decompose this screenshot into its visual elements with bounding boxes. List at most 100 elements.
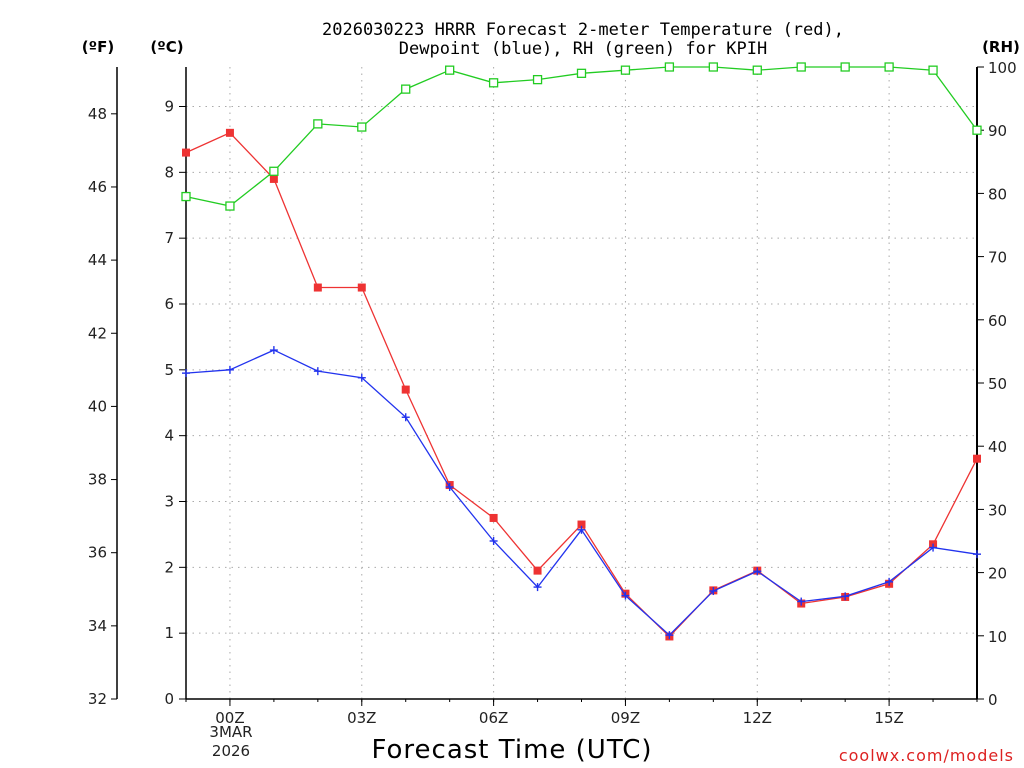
fahrenheit-tick-label: 34 <box>88 617 107 635</box>
celsius-tick-label: 0 <box>164 690 174 708</box>
dewpoint-point <box>401 413 410 422</box>
temperature-point <box>357 283 366 292</box>
dewpoint-point <box>929 543 938 552</box>
fahrenheit-tick-label: 48 <box>88 105 107 123</box>
temperature-point <box>973 454 981 463</box>
temperature-line <box>185 132 978 638</box>
rh-point <box>576 68 587 78</box>
rh-point <box>840 62 850 72</box>
rh-series <box>181 62 982 211</box>
rh-point <box>401 84 411 94</box>
rh-point <box>181 191 191 202</box>
celsius-tick-label: 3 <box>164 493 174 511</box>
rh-tick-label: 90 <box>988 122 1007 140</box>
dewpoint-point <box>841 592 850 601</box>
dewpoint-point <box>313 367 322 376</box>
watermark: coolwx.com/models <box>839 746 1014 765</box>
temperature-series <box>182 128 981 641</box>
dewpoint-point <box>533 583 542 592</box>
temperature-point <box>182 148 190 157</box>
rh-tick-label: 0 <box>988 691 998 709</box>
temperature-point <box>533 566 542 575</box>
rh-point <box>357 122 367 132</box>
rh-point <box>708 62 718 72</box>
rh-point <box>664 62 675 72</box>
dewpoint-point <box>885 577 894 586</box>
rh-point <box>796 62 806 72</box>
temperature-point <box>269 174 278 183</box>
fahrenheit-tick-label: 40 <box>88 397 107 415</box>
dewpoint-line <box>185 349 978 636</box>
temperature-point <box>225 128 234 137</box>
temperature-point <box>401 385 410 394</box>
dewpoint-point <box>797 597 806 606</box>
x-tick-label: 03Z <box>347 709 376 727</box>
dewpoint-point <box>269 346 278 355</box>
dewpoint-point <box>357 373 366 382</box>
x-tick-label: 00Z <box>215 709 244 727</box>
date-label-month: 3MAR <box>209 723 252 741</box>
chart-title-line1: 2026030223 HRRR Forecast 2-meter Tempera… <box>322 20 844 40</box>
fahrenheit-tick-label: 44 <box>88 251 107 269</box>
dewpoint-point <box>225 365 234 374</box>
rh-point <box>972 125 982 135</box>
temperature-point <box>577 520 586 529</box>
dewpoint-point <box>621 591 630 600</box>
dewpoint-point <box>577 525 586 534</box>
rh-point <box>928 65 938 75</box>
rh-tick-label: 80 <box>988 185 1007 203</box>
celsius-tick-label: 2 <box>164 558 174 576</box>
celsius-tick-label: 8 <box>164 163 174 181</box>
dewpoint-point <box>709 587 718 596</box>
rh-point <box>269 166 279 176</box>
dewpoint-series <box>182 346 981 640</box>
rh-point <box>752 65 762 75</box>
rh-point <box>488 78 499 88</box>
rh-axis-unit: (RH) <box>982 38 1020 56</box>
celsius-axis-unit: (ºC) <box>150 38 183 56</box>
x-tick-label: 09Z <box>611 709 640 727</box>
grid-lines <box>186 67 977 699</box>
celsius-tick-label: 7 <box>164 229 174 247</box>
axes: 0123456789323436384042444648010203040506… <box>88 59 1017 727</box>
x-tick-label: 12Z <box>743 709 772 727</box>
dewpoint-point <box>182 369 190 378</box>
rh-tick-label: 10 <box>988 628 1007 646</box>
fahrenheit-tick-label: 36 <box>88 544 107 562</box>
dewpoint-point <box>665 631 674 640</box>
x-tick-label: 06Z <box>479 709 508 727</box>
celsius-tick-label: 6 <box>164 295 174 313</box>
dewpoint-point <box>973 550 981 559</box>
fahrenheit-tick-label: 38 <box>88 471 107 489</box>
rh-point <box>313 119 323 129</box>
fahrenheit-tick-label: 46 <box>88 178 107 196</box>
rh-tick-label: 70 <box>988 249 1007 267</box>
rh-tick-label: 50 <box>988 375 1007 393</box>
celsius-tick-label: 1 <box>164 624 174 642</box>
rh-line <box>185 66 978 207</box>
data-series <box>181 62 982 641</box>
fahrenheit-axis-unit: (ºF) <box>82 38 114 56</box>
rh-point <box>445 65 455 75</box>
celsius-tick-label: 9 <box>164 98 174 116</box>
temperature-point <box>489 513 498 522</box>
rh-point <box>532 74 543 85</box>
rh-tick-label: 40 <box>988 438 1007 456</box>
celsius-tick-label: 5 <box>164 361 174 379</box>
chart-title-line2: Dewpoint (blue), RH (green) for KPIH <box>399 39 767 59</box>
dewpoint-point <box>489 537 498 545</box>
rh-point <box>884 62 894 72</box>
fahrenheit-tick-label: 42 <box>88 324 107 342</box>
celsius-tick-label: 4 <box>164 427 174 445</box>
dewpoint-point <box>445 483 454 492</box>
x-axis-label: Forecast Time (UTC) <box>371 735 652 765</box>
rh-tick-label: 30 <box>988 501 1007 519</box>
rh-tick-label: 60 <box>988 312 1007 330</box>
temperature-point <box>313 283 322 292</box>
dewpoint-point <box>753 567 762 576</box>
plot-area <box>181 62 982 641</box>
fahrenheit-tick-label: 32 <box>88 690 107 708</box>
rh-point <box>620 65 631 75</box>
date-label-year: 2026 <box>212 742 250 760</box>
